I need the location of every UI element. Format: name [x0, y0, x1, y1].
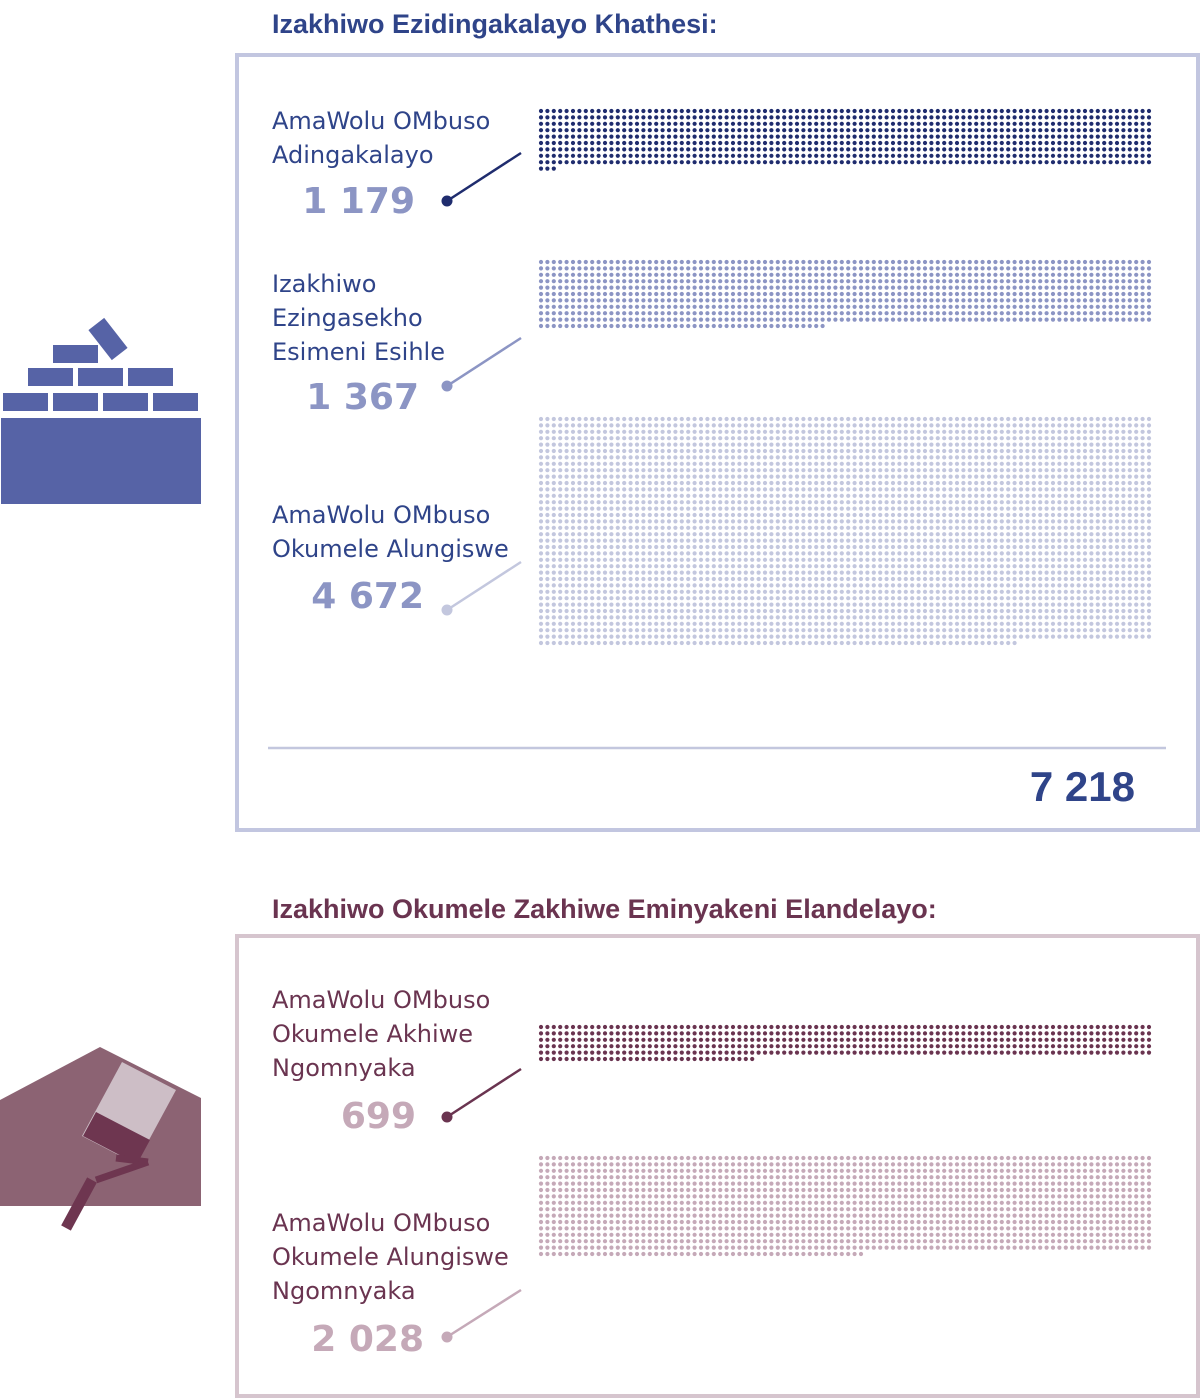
leader-dot [441, 380, 453, 392]
leader-dot [441, 195, 453, 207]
total-value: 7 218 [1029, 763, 1135, 810]
category-label-line: AmaWolu OMbuso [272, 501, 491, 529]
leader-dot [441, 604, 453, 616]
category-label-line: Ngomnyaka [272, 1277, 416, 1305]
category-label-line: AmaWolu OMbuso [272, 1209, 491, 1237]
leader-line [446, 151, 522, 203]
data-bar-0-2 [538, 416, 1152, 646]
value-label: 4 672 [311, 576, 424, 617]
category-label-line: AmaWolu OMbuso [272, 107, 491, 135]
value-label: 699 [340, 1096, 416, 1137]
data-bar-0-1 [538, 259, 1152, 329]
leader-dot [441, 1331, 453, 1343]
category-label-line: Okumele Alungiswe [272, 535, 509, 563]
leader-line [446, 1288, 522, 1339]
category-label: Izakhiwo Ezingasekho Esimeni Esihle [272, 267, 532, 369]
category-label-line: Adingakalayo [272, 141, 434, 169]
data-bar-1-1 [538, 1155, 1152, 1257]
value-label: 1 367 [306, 377, 419, 418]
data-bar-0-0 [538, 108, 1152, 171]
value-label: 1 179 [302, 181, 415, 222]
future-buildings-panel [235, 934, 1200, 1398]
category-label-line: Ngomnyaka [272, 1054, 416, 1082]
category-label-line: Okumele Alungiswe [272, 1243, 509, 1271]
category-label-line: AmaWolu OMbuso [272, 986, 491, 1014]
data-bar-1-0 [538, 1024, 1152, 1062]
value-label: 2 028 [311, 1319, 424, 1360]
category-label-line: Okumele Akhiwe [272, 1020, 474, 1048]
leader-line [446, 1067, 522, 1119]
leader-line [446, 336, 522, 388]
category-label: AmaWolu OMbuso Okumele Akhiwe Ngomnyaka [272, 983, 532, 1085]
category-label-line: Ezingasekho [272, 304, 423, 332]
current-buildings-panel [235, 53, 1200, 832]
category-label: AmaWolu OMbuso Adingakalayo [272, 104, 532, 172]
leader-dot [441, 1111, 453, 1123]
category-label-line: Esimeni Esihle [272, 338, 445, 366]
leader-line [446, 560, 522, 612]
category-label: AmaWolu OMbuso Okumele Alungiswe Ngomnyaka [272, 1206, 532, 1308]
category-label: AmaWolu OMbuso Okumele Alungiswe [272, 498, 532, 566]
paint-roller-house-icon [0, 1047, 201, 1231]
section-title-current-buildings: Izakhiwo Ezidingakalayo Khathesi: [272, 9, 718, 39]
section-title-future-buildings: Izakhiwo Okumele Zakhiwe Eminyakeni Elan… [272, 894, 937, 924]
brick-wall-icon [1, 317, 201, 504]
category-label-line: Izakhiwo [272, 270, 377, 298]
